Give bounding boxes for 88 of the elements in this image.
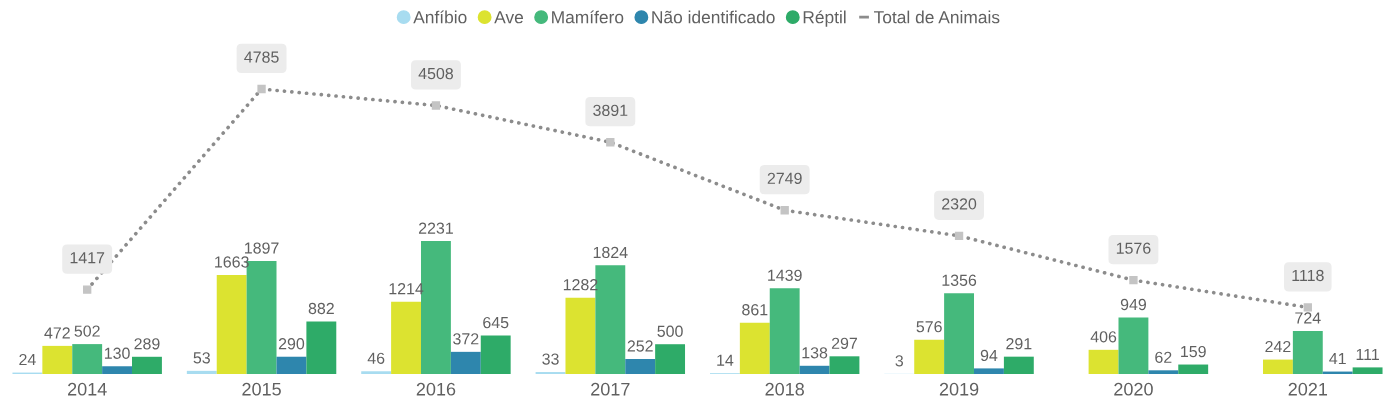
data-label: 882 [308, 302, 334, 315]
bar [480, 335, 511, 374]
x-tick-label: 2021 [1288, 382, 1328, 396]
bar [1292, 330, 1323, 374]
data-label: 291 [1006, 338, 1032, 350]
data-label: 14 [717, 354, 734, 366]
data-label: 1439 [768, 269, 802, 281]
legend-label: Réptil [803, 10, 846, 27]
bar [565, 297, 596, 374]
bar [1088, 349, 1119, 374]
bar [769, 288, 800, 374]
bar [739, 322, 770, 374]
bar [1352, 367, 1383, 374]
data-label: 3 [895, 355, 904, 367]
data-label: 1356 [942, 274, 977, 286]
data-label: 290 [278, 338, 305, 350]
data-label: 2320 [942, 198, 977, 210]
bar [42, 345, 73, 374]
x-tick-label: 2018 [765, 382, 804, 396]
bar [276, 356, 307, 374]
bar [1148, 370, 1179, 374]
data-label: 1417 [70, 252, 105, 264]
data-label: 159 [1181, 345, 1206, 358]
x-tick-label: 2017 [591, 382, 630, 396]
bar [391, 301, 421, 374]
bar [1178, 364, 1209, 374]
data-label: 502 [74, 325, 100, 337]
legend-label: Anfíbio [413, 10, 467, 24]
data-label: 46 [367, 352, 385, 364]
legend-label: Ave [494, 11, 524, 24]
bar [361, 371, 392, 374]
data-label: 724 [1295, 312, 1321, 324]
data-label: 138 [802, 347, 828, 359]
bar [186, 370, 217, 374]
data-label: 372 [453, 333, 479, 345]
data-label: 130 [104, 347, 130, 359]
bar [102, 366, 133, 374]
data-label: 33 [542, 353, 559, 365]
data-label: 472 [44, 327, 70, 339]
x-tick-label: 2019 [939, 382, 979, 396]
data-label: 41 [1329, 353, 1346, 365]
x-tick-label: 2015 [242, 382, 281, 396]
bar [1003, 356, 1034, 374]
bar [216, 274, 247, 374]
data-label: 2749 [767, 172, 802, 184]
bar [799, 365, 830, 374]
data-label: 242 [1265, 340, 1291, 353]
data-label: 4508 [418, 67, 454, 80]
bar [625, 358, 656, 374]
bar [72, 344, 103, 374]
data-label: 53 [193, 352, 210, 364]
data-label: 1118 [1292, 269, 1324, 282]
data-label: 645 [483, 316, 509, 329]
bar [1262, 359, 1293, 374]
data-label: 24 [19, 353, 36, 366]
bar [450, 351, 481, 374]
legend-label: Total de Animais [874, 10, 1000, 24]
x-tick-label: 2020 [1114, 382, 1153, 396]
data-label: 500 [657, 325, 683, 337]
data-label: 1576 [1116, 242, 1151, 254]
bar [829, 356, 860, 374]
data-label: 1824 [593, 246, 628, 259]
data-label: 252 [627, 340, 653, 352]
data-label: 406 [1090, 331, 1117, 343]
data-label: 289 [134, 338, 160, 350]
bar [132, 356, 162, 374]
legend-label: Não identificado [652, 10, 775, 24]
data-label: 1897 [245, 242, 279, 254]
bar [914, 339, 945, 374]
data-label: 111 [1356, 348, 1379, 360]
data-label: 2231 [418, 222, 453, 234]
bar [1118, 317, 1149, 374]
data-label: 297 [831, 337, 857, 349]
data-label: 576 [916, 321, 942, 333]
data-label: 949 [1120, 298, 1147, 311]
x-tick-label: 2016 [416, 382, 456, 396]
bar [655, 344, 686, 374]
data-label: 1663 [215, 256, 249, 268]
data-label: 861 [742, 304, 768, 316]
data-label: 3891 [593, 104, 628, 116]
data-label: 4785 [244, 51, 279, 63]
bar [944, 293, 975, 374]
data-label: 62 [1155, 351, 1172, 363]
bar [974, 368, 1004, 374]
x-tick-label: 2014 [68, 382, 107, 396]
bar [306, 321, 337, 374]
legend-label: Mamífero [552, 10, 624, 24]
data-label: 94 [980, 349, 998, 362]
